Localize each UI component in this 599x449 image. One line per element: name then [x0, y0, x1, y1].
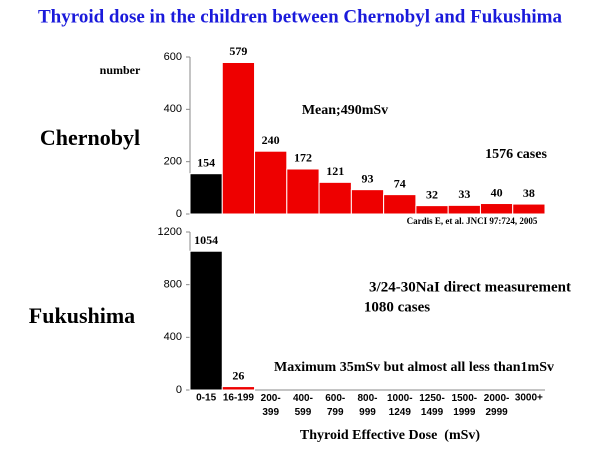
- bar: [479, 203, 514, 215]
- value-label: 1054: [194, 233, 218, 247]
- y-tick-label: 0: [176, 384, 182, 396]
- x-tick-label: 800-999: [357, 393, 377, 418]
- annotation: 1080 cases: [364, 299, 430, 315]
- x-tick-label: 1500-1999: [452, 393, 478, 418]
- value-label: 26: [232, 368, 244, 382]
- y-axis-label: number: [100, 63, 141, 77]
- x-tick-label: 400-599: [293, 393, 313, 418]
- value-label: 579: [229, 44, 247, 58]
- x-tick-label: 0-15: [196, 393, 216, 404]
- value-label: 240: [262, 133, 280, 147]
- value-label: 74: [394, 176, 406, 190]
- citation: Cardis E, et al. JNCI 97:724, 2005: [407, 216, 538, 226]
- bar: [254, 150, 288, 215]
- value-label: 38: [523, 186, 535, 200]
- y-tick-label: 800: [164, 279, 182, 291]
- bar: [512, 203, 546, 215]
- value-label: 33: [458, 187, 470, 201]
- panel-title: Chernobyl: [40, 125, 140, 150]
- x-tick-label: 600-799: [325, 393, 345, 418]
- annotation: Mean;490mSv: [302, 103, 388, 118]
- bar: [286, 168, 320, 215]
- x-tick-label: 3000+: [515, 393, 543, 404]
- annotation: Maximum 35mSv but almost all less than1m…: [274, 360, 554, 375]
- y-tick-label: 600: [164, 51, 182, 63]
- bar: [221, 386, 256, 391]
- value-label: 121: [326, 164, 344, 178]
- y-tick-label: 0: [176, 208, 182, 220]
- x-tick-label: 1250-1499: [419, 393, 445, 418]
- value-label: 154: [197, 155, 215, 169]
- bar: [221, 61, 256, 215]
- annotation: 1576 cases: [485, 147, 547, 162]
- y-tick-label: 400: [164, 103, 182, 115]
- bar: [189, 173, 223, 215]
- bar: [415, 205, 449, 215]
- x-tick-label: 2000-2999: [484, 393, 510, 418]
- bar: [189, 250, 223, 391]
- y-tick-label: 1200: [158, 226, 182, 238]
- x-tick-label: 16-199: [223, 393, 255, 404]
- x-axis-title: Thyroid Effective Dose (mSv): [300, 428, 480, 443]
- value-label: 172: [294, 151, 312, 165]
- bar: [447, 204, 481, 215]
- bar: [318, 181, 352, 215]
- y-tick-label: 400: [164, 331, 182, 343]
- value-label: 32: [426, 187, 438, 201]
- x-tick-label: 1000-1249: [387, 393, 413, 418]
- slide-title: Thyroid dose in the children between Che…: [38, 6, 563, 27]
- value-label: 40: [491, 185, 503, 199]
- y-tick-label: 200: [164, 156, 182, 168]
- panel-title: Fukushima: [29, 303, 135, 328]
- bar: [383, 194, 417, 215]
- annotation: 3/24-30NaI direct measurement: [369, 279, 571, 295]
- value-label: 93: [362, 171, 374, 185]
- x-tick-label: 200-399: [261, 393, 281, 418]
- bar: [350, 189, 385, 215]
